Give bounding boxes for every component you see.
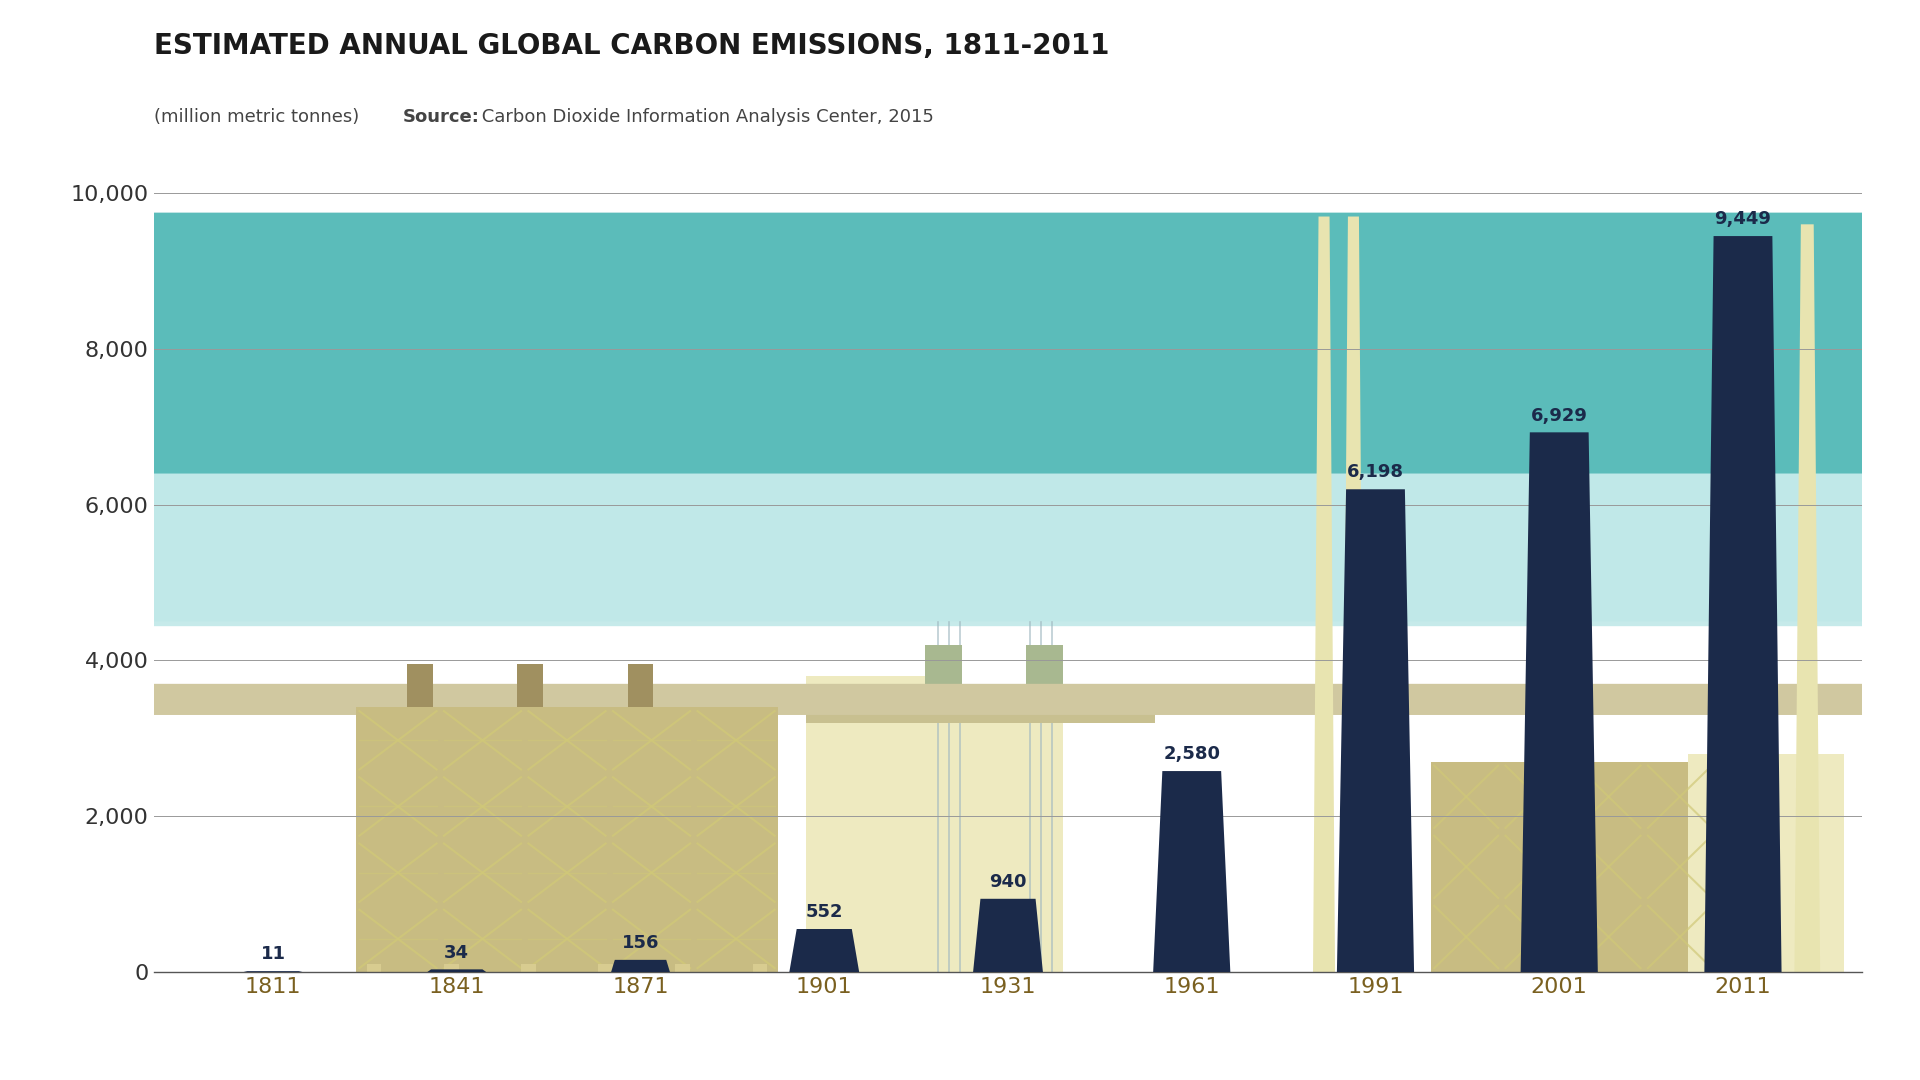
Polygon shape	[428, 970, 486, 972]
Bar	[520, 964, 536, 987]
Bar	[217, 482, 1117, 582]
Circle shape	[0, 376, 1920, 462]
Text: 552: 552	[806, 903, 843, 921]
Bar	[628, 664, 653, 707]
Text: 6,929: 6,929	[1530, 406, 1588, 424]
Circle shape	[0, 323, 1920, 391]
Polygon shape	[1342, 216, 1365, 972]
Circle shape	[0, 376, 1920, 462]
Circle shape	[0, 213, 1920, 298]
Circle shape	[0, 237, 1920, 314]
Polygon shape	[789, 929, 858, 972]
Text: 2,580: 2,580	[1164, 745, 1221, 764]
Text: 34: 34	[444, 944, 468, 961]
Circle shape	[0, 521, 1920, 613]
Bar	[438, 404, 824, 458]
Text: 9,449: 9,449	[1715, 211, 1772, 228]
Bar	[668, 373, 724, 411]
Circle shape	[0, 415, 1920, 532]
Circle shape	[0, 415, 1920, 532]
Text: (million metric tonnes): (million metric tonnes)	[154, 108, 365, 126]
Circle shape	[0, 477, 1920, 579]
Polygon shape	[611, 960, 670, 972]
Text: Carbon Dioxide Information Analysis Center, 2015: Carbon Dioxide Information Analysis Cent…	[476, 108, 933, 126]
Bar	[1027, 645, 1064, 684]
Bar	[1688, 754, 1843, 972]
Bar	[753, 964, 768, 987]
Circle shape	[0, 427, 1920, 536]
Text: ESTIMATED ANNUAL GLOBAL CARBON EMISSIONS, 1811-2011: ESTIMATED ANNUAL GLOBAL CARBON EMISSIONS…	[154, 32, 1110, 60]
Bar	[599, 964, 612, 987]
Circle shape	[0, 539, 1920, 626]
Circle shape	[0, 242, 1920, 316]
Bar	[407, 664, 432, 707]
Bar	[925, 645, 962, 684]
Polygon shape	[1705, 237, 1782, 972]
Circle shape	[0, 225, 1920, 302]
Circle shape	[0, 300, 1920, 381]
Circle shape	[0, 390, 1920, 464]
Bar	[676, 964, 689, 987]
Circle shape	[0, 448, 1920, 561]
Text: 11: 11	[261, 945, 286, 963]
Polygon shape	[1795, 225, 1820, 972]
Bar	[586, 295, 641, 325]
Circle shape	[0, 288, 1920, 378]
Bar	[576, 373, 632, 411]
Circle shape	[0, 226, 1920, 300]
Circle shape	[0, 407, 1920, 532]
Circle shape	[0, 322, 1920, 392]
Circle shape	[0, 458, 1920, 567]
Bar	[1430, 761, 1715, 972]
Circle shape	[0, 411, 1920, 473]
Circle shape	[0, 390, 1920, 464]
Polygon shape	[1154, 771, 1231, 972]
Circle shape	[0, 288, 1920, 378]
Circle shape	[0, 509, 1920, 610]
Text: 6,198: 6,198	[1348, 463, 1404, 482]
Bar	[516, 664, 543, 707]
Circle shape	[0, 427, 1920, 536]
Bar	[355, 707, 778, 972]
Circle shape	[0, 510, 1920, 609]
Polygon shape	[973, 899, 1043, 972]
Circle shape	[0, 411, 1920, 473]
Bar	[513, 318, 806, 373]
Circle shape	[0, 468, 1920, 573]
Circle shape	[0, 470, 1920, 555]
Circle shape	[0, 450, 1920, 543]
Circle shape	[0, 684, 1920, 715]
Bar	[444, 964, 459, 987]
Text: Source:: Source:	[403, 108, 480, 126]
Circle shape	[0, 500, 1920, 603]
Text: 156: 156	[622, 934, 659, 953]
Polygon shape	[1313, 216, 1334, 972]
Circle shape	[0, 300, 1920, 381]
Text: 940: 940	[989, 873, 1027, 891]
Bar	[935, 691, 1064, 972]
Polygon shape	[1521, 432, 1597, 972]
Circle shape	[0, 528, 1920, 621]
Circle shape	[0, 458, 1920, 567]
Bar	[806, 676, 935, 972]
Circle shape	[0, 448, 1920, 545]
Bar	[659, 295, 724, 325]
Polygon shape	[1336, 489, 1413, 972]
Bar	[806, 684, 1156, 723]
Circle shape	[0, 487, 1920, 584]
Bar	[367, 964, 382, 987]
